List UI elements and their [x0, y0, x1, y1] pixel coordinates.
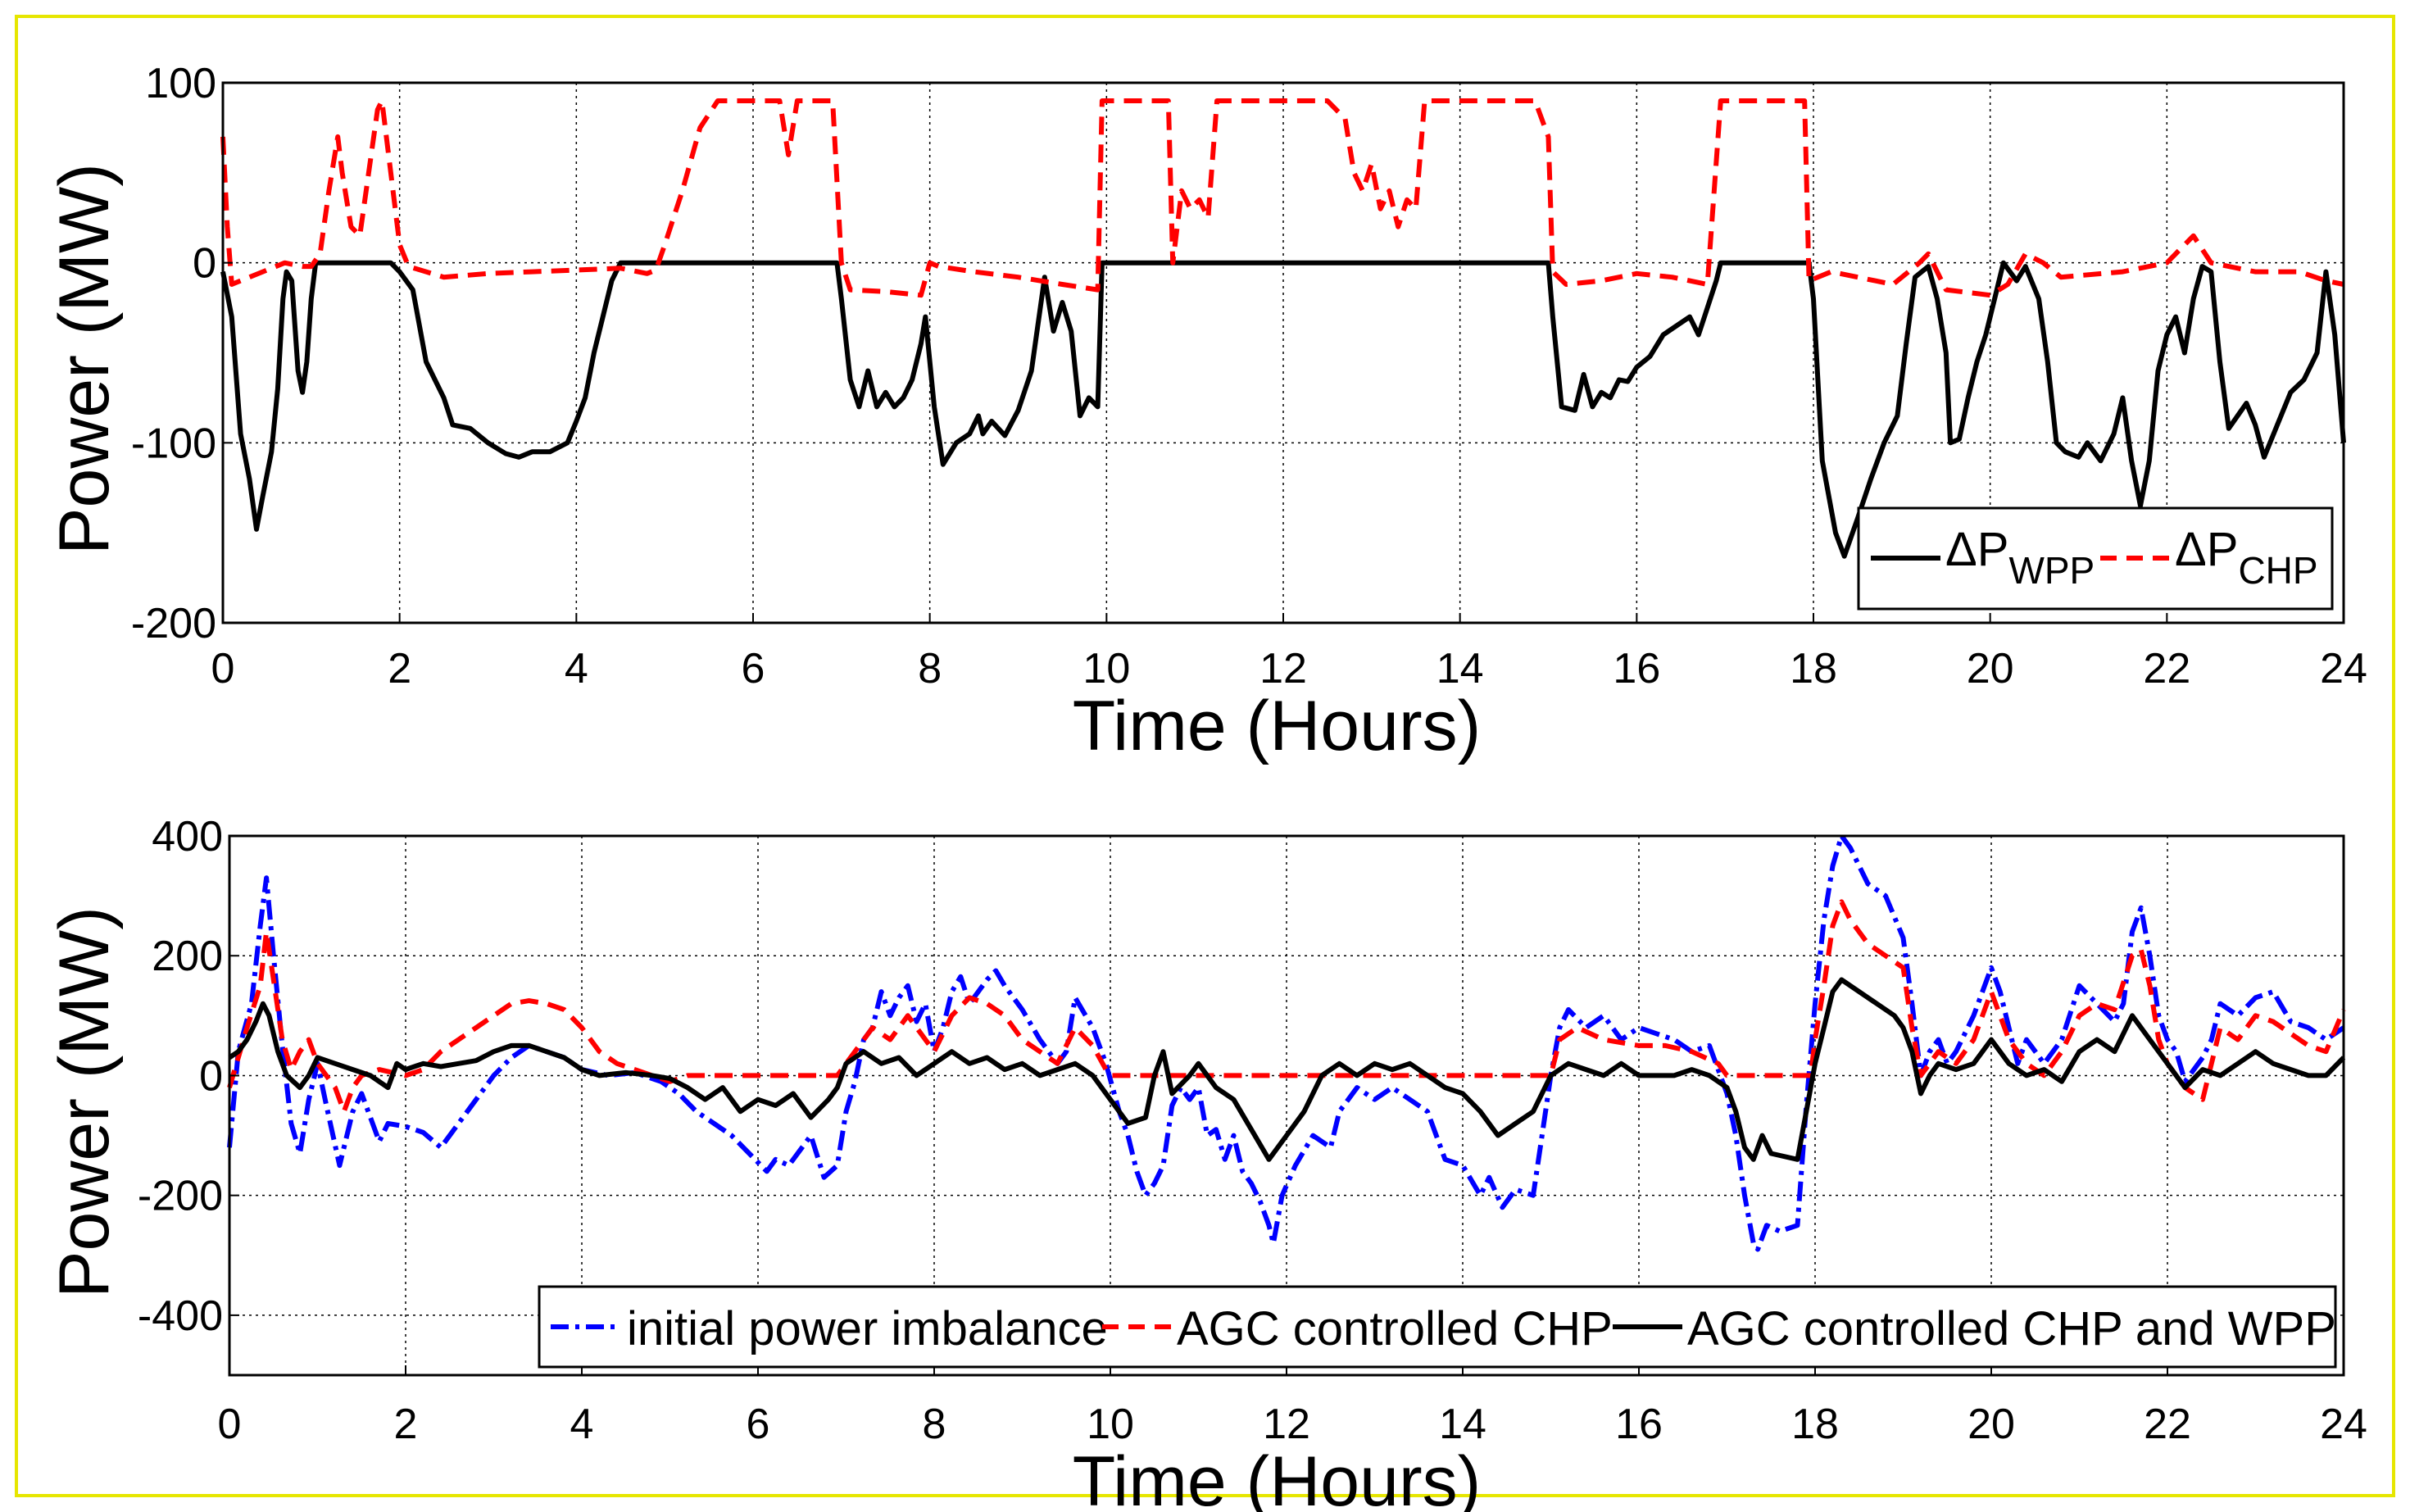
- top-chart-legend: ΔPWPP ΔPCHP: [1857, 506, 2334, 611]
- bottom-chart-legend-box: [538, 1285, 2337, 1369]
- legend-label-wpp-main: ΔP: [1945, 523, 2008, 576]
- legend-label-initial-imbalance: initial power imbalance: [627, 1302, 1108, 1355]
- y-tick-label: -200: [131, 600, 216, 647]
- bottom-chart-xlabel: Time (Hours): [1073, 1442, 1482, 1512]
- top-chart-xlabel: Time (Hours): [1073, 687, 1482, 765]
- y-tick-label: -200: [138, 1173, 223, 1220]
- x-tick-label: 8: [923, 1401, 946, 1448]
- x-tick-label: 14: [1439, 1401, 1486, 1448]
- x-tick-label: 22: [2144, 1401, 2191, 1448]
- x-tick-label: 4: [565, 645, 588, 692]
- x-tick-label: 16: [1615, 1401, 1663, 1448]
- legend-label-chp-main: ΔP: [2175, 523, 2238, 576]
- x-tick-label: 16: [1613, 645, 1660, 692]
- y-tick-label: 0: [193, 240, 216, 288]
- series-line-agc-controlled-chp-and-wpp: [228, 977, 2346, 1162]
- legend-label-chp-sub: CHP: [2238, 549, 2317, 592]
- x-tick-label: 20: [1967, 645, 2014, 692]
- series-line-agc-controlled-chp: [227, 899, 2346, 1115]
- bottom-chart-series: [227, 833, 2346, 1252]
- x-tick-label: 10: [1082, 645, 1130, 692]
- y-tick-label: 0: [199, 1052, 223, 1100]
- x-tick-label: 22: [2143, 645, 2190, 692]
- y-tick-label: 100: [145, 60, 216, 107]
- x-tick-label: 0: [218, 1401, 242, 1448]
- legend-label-wpp: ΔPWPP: [1945, 523, 2095, 592]
- top-chart-series: [220, 98, 2346, 559]
- x-tick-label: 12: [1263, 1401, 1310, 1448]
- bottom-chart-legend: initial power imbalance AGC controlled C…: [538, 1285, 2337, 1369]
- series-line-initial-power-imbalance: [227, 833, 2345, 1252]
- legend-label-wpp-sub: WPP: [2008, 549, 2095, 592]
- top-chart-ylabel: Power (MW): [45, 163, 124, 555]
- y-tick-label: 200: [152, 933, 223, 980]
- x-tick-label: 12: [1259, 645, 1307, 692]
- x-tick-label: 14: [1436, 645, 1484, 692]
- x-tick-label: 18: [1791, 1401, 1839, 1448]
- x-tick-label: 0: [211, 645, 235, 692]
- y-tick-label: 400: [152, 813, 223, 860]
- x-tick-label: 6: [747, 1401, 770, 1448]
- bottom-chart-ylabel: Power (MW): [45, 906, 124, 1298]
- x-tick-label: 10: [1087, 1401, 1134, 1448]
- x-tick-label: 20: [1967, 1401, 2015, 1448]
- x-tick-label: 4: [570, 1401, 594, 1448]
- legend-label-chp: ΔPCHP: [2175, 523, 2318, 592]
- x-tick-label: 6: [742, 645, 765, 692]
- x-tick-label: 24: [2320, 1401, 2367, 1448]
- x-tick-label: 2: [388, 645, 411, 692]
- legend-label-agc-chp-wpp: AGC controlled CHP and WPP: [1687, 1302, 2336, 1355]
- x-tick-label: 8: [918, 645, 942, 692]
- bottom-chart-plot-area: [228, 834, 2345, 1377]
- x-tick-label: 2: [394, 1401, 418, 1448]
- x-tick-label: 18: [1790, 645, 1837, 692]
- series-line--p-wpp: [220, 260, 2346, 559]
- y-tick-label: -400: [138, 1292, 223, 1340]
- y-tick-label: -100: [131, 420, 216, 467]
- legend-label-agc-chp: AGC controlled CHP: [1177, 1302, 1613, 1355]
- x-tick-label: 24: [2320, 645, 2367, 692]
- top-chart-plot-area: [221, 81, 2345, 624]
- series-line--p-chp: [220, 98, 2344, 298]
